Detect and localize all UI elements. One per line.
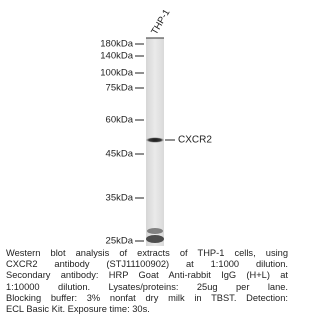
caption: Western blot analysis of extracts of THP… [6, 248, 288, 315]
marker-label: 100kDa [100, 68, 133, 79]
bottom-band [146, 235, 164, 243]
caption-line: CXCR2 antibody (STJ11100902) at 1:1000 d… [6, 259, 288, 270]
marker-label: 25kDa [106, 236, 134, 247]
caption-line: Blocking buffer: 3% nonfat dry milk in T… [6, 293, 288, 304]
caption-line: ECL Basic Kit. Exposure time: 30s. [6, 304, 288, 315]
bottom-band [147, 228, 163, 234]
lane-label: THP-1 [149, 7, 172, 36]
marker-label: 45kDa [106, 149, 134, 160]
caption-line: Secondary antibody: HRP Goat Anti-rabbit… [6, 270, 288, 281]
caption-line: Western blot analysis of extracts of THP… [6, 248, 288, 259]
marker-label: 180kDa [100, 39, 133, 50]
marker-label: 75kDa [106, 83, 134, 94]
band [146, 137, 164, 142]
marker-label: 60kDa [106, 115, 134, 126]
marker-label: 140kDa [100, 51, 133, 62]
caption-line: 1:10000 dilution. Lysates/proteins: 25ug… [6, 282, 288, 293]
band-label: CXCR2 [178, 135, 212, 146]
marker-label: 35kDa [106, 193, 134, 204]
